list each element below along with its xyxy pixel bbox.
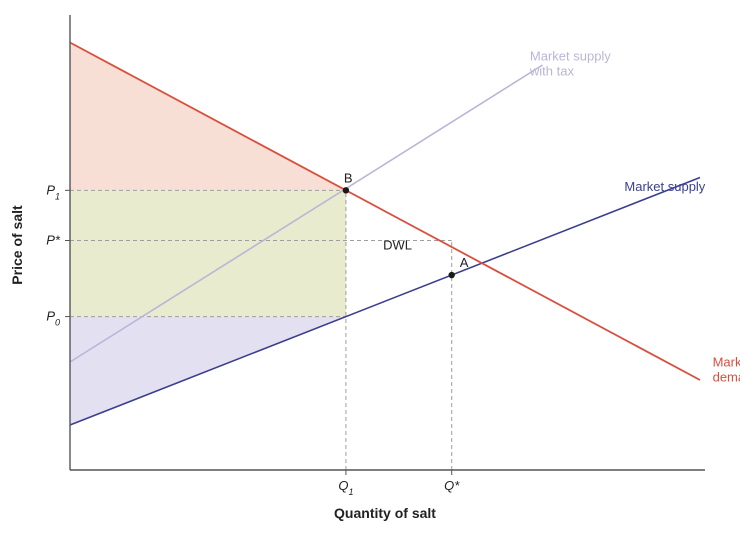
region-tax_revenue — [70, 190, 346, 316]
ytick-label-P1: P1 — [46, 182, 60, 201]
point-label-B: B — [344, 170, 353, 185]
point-B — [343, 187, 349, 193]
xtick-label-Q1: Q1 — [338, 478, 353, 497]
ytick-label-Pstar: P* — [46, 233, 61, 248]
x-axis-label: Quantity of salt — [334, 505, 436, 521]
xtick-label-Qstar: Q* — [444, 478, 460, 493]
supply-label: Market supply — [624, 179, 705, 194]
chart-container: { "chart": { "type": "economics-supply-d… — [0, 0, 740, 536]
point-A — [449, 272, 455, 278]
dwl-label: DWL — [383, 238, 412, 253]
point-label-A: A — [460, 255, 469, 270]
supply-demand-chart: Market supplywith tax Market supply Market… — [0, 0, 740, 536]
supply-tax-label: Market supplywith tax — [529, 49, 611, 79]
ytick-label-P0: P0 — [46, 309, 60, 328]
demand-label: Marketdemand — [713, 355, 740, 385]
y-axis-label: Price of salt — [9, 205, 25, 285]
